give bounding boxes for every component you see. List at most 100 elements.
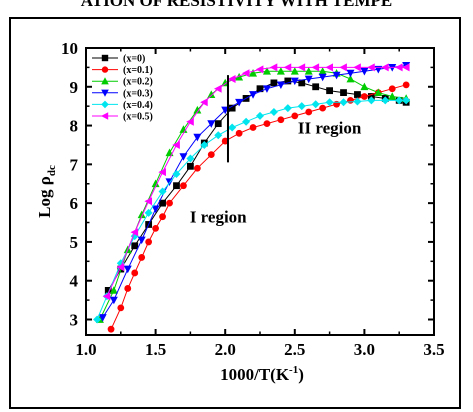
data-point: [381, 63, 389, 72]
data-point: [124, 285, 132, 292]
y-tick-label: 8: [70, 117, 79, 136]
data-point: [395, 96, 404, 105]
data-point: [172, 140, 180, 149]
data-point: [131, 242, 139, 250]
data-point: [360, 82, 369, 91]
data-point: [381, 96, 390, 105]
data-point: [242, 117, 251, 126]
data-point: [214, 131, 223, 140]
data-point: [298, 79, 306, 87]
region-label-0: II region: [298, 118, 362, 137]
data-point: [249, 91, 258, 99]
data-point: [256, 111, 264, 120]
y-axis-title: Log ρdc: [35, 165, 58, 218]
data-point: [98, 314, 107, 322]
y-tick-label: 4: [70, 272, 79, 291]
data-point: [93, 315, 102, 324]
data-point: [158, 187, 167, 196]
data-point: [276, 81, 285, 90]
data-point: [152, 224, 160, 232]
x-tick-label: 1.5: [145, 340, 166, 359]
data-point: [151, 205, 160, 214]
x-axis-title: 1000/T(K-1): [220, 364, 304, 384]
data-point: [353, 63, 361, 72]
data-point: [131, 269, 139, 277]
data-point: [137, 236, 146, 245]
data-point: [145, 238, 153, 246]
data-point: [241, 69, 250, 78]
data-point: [326, 87, 333, 95]
x-tick-label: 3.0: [354, 340, 375, 359]
y-tick-label: 5: [70, 233, 79, 252]
data-point: [263, 120, 271, 128]
data-point: [116, 263, 125, 272]
data-point: [269, 107, 278, 116]
legend-label: (x=0.5): [123, 112, 153, 123]
data-point: [347, 96, 354, 104]
data-point: [318, 73, 327, 82]
data-point: [186, 154, 195, 163]
legend-label: (x=0.1): [123, 65, 153, 76]
data-point: [277, 116, 285, 124]
data-point: [214, 120, 222, 128]
data-point: [325, 98, 334, 107]
data-point: [249, 69, 258, 77]
data-point: [339, 63, 347, 72]
data-point: [332, 71, 341, 80]
data-point: [256, 85, 264, 93]
data-point: [249, 124, 257, 131]
data-point: [186, 117, 194, 126]
data-point: [172, 170, 181, 179]
data-point: [311, 100, 320, 109]
legend-marker: [101, 77, 109, 85]
data-point: [179, 153, 188, 161]
data-point: [318, 67, 327, 75]
data-point: [388, 92, 397, 100]
data-point: [187, 162, 194, 170]
data-point: [354, 91, 361, 98]
legend-marker: [101, 89, 109, 97]
page-banner: ATION OF RESISTIVITY WITH TEMPE: [80, 0, 393, 10]
data-point: [221, 137, 229, 145]
data-point: [207, 151, 215, 159]
data-point: [193, 105, 202, 114]
data-point: [361, 93, 368, 100]
data-point: [207, 90, 216, 98]
data-point: [340, 89, 347, 97]
data-point: [269, 63, 278, 72]
data-point: [151, 179, 160, 188]
legend-marker: [101, 66, 109, 73]
data-point: [262, 85, 271, 93]
y-tick-label: 9: [70, 78, 79, 97]
data-point: [200, 140, 209, 149]
data-point: [144, 197, 153, 206]
data-point: [290, 77, 299, 86]
legend-label: (x=0): [123, 54, 145, 65]
data-point: [283, 104, 292, 113]
data-point: [304, 75, 313, 84]
data-point: [346, 69, 355, 78]
data-point: [270, 79, 278, 87]
data-point: [312, 83, 320, 91]
legend-label: (x=0.4): [123, 100, 153, 111]
data-point: [235, 72, 244, 81]
data-point: [107, 325, 115, 333]
data-point: [193, 164, 201, 172]
data-point: [235, 129, 243, 137]
data-point: [158, 168, 166, 177]
data-point: [402, 81, 410, 89]
figure-frame: [9, 17, 461, 409]
data-point: [311, 63, 320, 72]
data-point: [200, 98, 208, 107]
data-point: [144, 208, 153, 217]
data-point: [228, 123, 237, 132]
data-point: [325, 63, 333, 72]
data-point: [262, 67, 271, 75]
data-point: [401, 63, 410, 72]
x-tick-label: 3.5: [423, 340, 444, 359]
data-point: [207, 120, 216, 128]
data-point: [388, 85, 396, 93]
data-point: [402, 96, 411, 105]
data-point: [367, 96, 376, 105]
